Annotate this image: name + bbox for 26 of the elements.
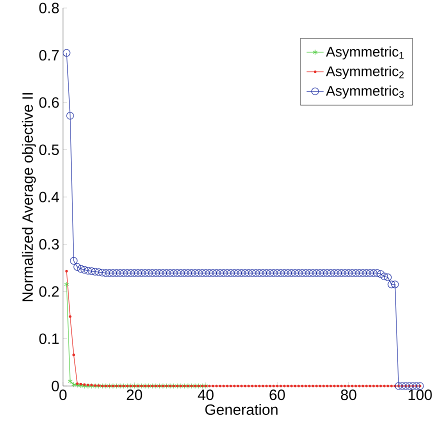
point bbox=[68, 378, 73, 384]
point bbox=[86, 383, 90, 389]
point bbox=[82, 383, 87, 389]
y-tick-label: 0.5 bbox=[39, 144, 59, 156]
y-tick-label: 0.3 bbox=[39, 238, 59, 250]
y-tick-label: 0.2 bbox=[39, 286, 59, 297]
point bbox=[89, 383, 94, 389]
x-tick-label: 40 bbox=[198, 390, 214, 400]
y-tick-label: 0.4 bbox=[39, 192, 60, 202]
point bbox=[78, 382, 84, 388]
x-axis-title: Generation bbox=[205, 404, 278, 415]
y-tick-label: 0.6 bbox=[39, 97, 59, 108]
x-tick-label: 80 bbox=[340, 390, 356, 400]
legend-label: Asymmetric$_{3}$ bbox=[326, 86, 404, 99]
legend-label: Asymmetric$_{2}$ bbox=[326, 66, 404, 79]
x-tick-label: 0 bbox=[59, 390, 67, 400]
x-tick-label: 20 bbox=[126, 390, 142, 400]
y-tick-label: 0.7 bbox=[39, 50, 59, 61]
y-tick-label: 0.8 bbox=[39, 2, 59, 14]
legend-label: Asymmetric$_{1}$ bbox=[326, 46, 404, 60]
point bbox=[71, 382, 76, 388]
x-tick-label: 60 bbox=[270, 390, 285, 400]
y-tick-label: 0 bbox=[52, 380, 59, 392]
y-axis-title: Normalized Average objective II bbox=[22, 93, 36, 302]
x-tick-label: 100 bbox=[408, 390, 432, 400]
y-tick-label: 0.1 bbox=[39, 333, 59, 344]
